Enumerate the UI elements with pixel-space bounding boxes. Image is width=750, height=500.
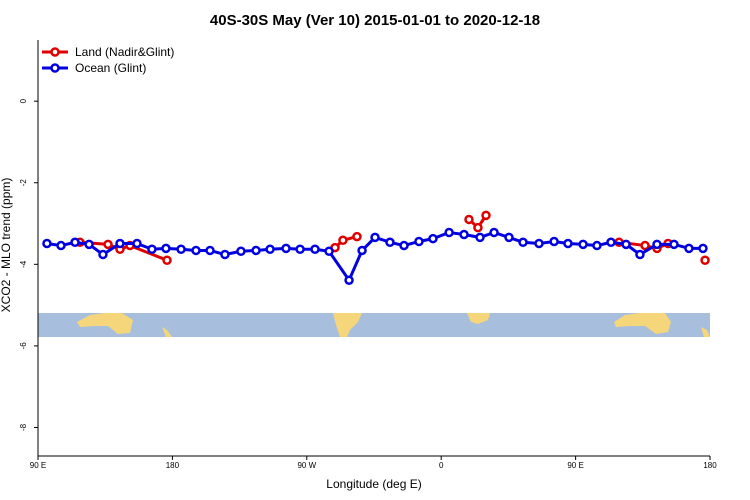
data-point [669, 239, 679, 250]
data-point [475, 232, 485, 243]
data-point [162, 255, 172, 265]
legend-label: Land (Nadir&Glint) [75, 45, 174, 59]
data-point [549, 236, 559, 247]
data-point [518, 237, 528, 248]
data-point [473, 222, 483, 233]
data-point [578, 239, 588, 250]
data-point [147, 244, 157, 254]
data-point [70, 237, 80, 248]
x-tick-label: 90 W [297, 461, 316, 470]
x-tick-label: 90 E [567, 461, 583, 470]
data-point [464, 214, 474, 225]
data-point [621, 239, 631, 250]
x-tick-label: 0 [439, 461, 444, 470]
map-strip [38, 313, 710, 337]
data-point [606, 237, 616, 248]
data-point [385, 237, 395, 248]
x-axis-title: Longitude (deg E) [326, 477, 421, 491]
data-point [42, 238, 52, 249]
y-tick-label: -8 [19, 423, 28, 431]
data-point [352, 231, 362, 242]
y-tick-label: 0 [19, 98, 28, 103]
land-shape [333, 313, 362, 337]
data-point [635, 249, 645, 260]
data-point [220, 249, 230, 260]
legend-marker [50, 63, 60, 73]
data-point [338, 235, 348, 246]
land-shape [162, 327, 172, 337]
data-point [103, 239, 113, 250]
data-point [176, 244, 186, 254]
x-tick-label: 180 [703, 461, 717, 470]
data-point [191, 245, 201, 256]
legend-label: Ocean (Glint) [75, 61, 146, 75]
y-tick-label: -2 [19, 179, 28, 187]
data-point [98, 249, 108, 260]
data-point [357, 245, 367, 256]
y-axis-title: XCO2 - MLO trend (ppm) [0, 178, 13, 313]
data-point [489, 227, 499, 238]
data-point [132, 238, 142, 249]
x-tick-label: 180 [166, 461, 180, 470]
ocean-band [38, 313, 710, 337]
data-point [563, 238, 573, 249]
data-point [652, 239, 662, 250]
data-point [504, 232, 514, 243]
data-point [459, 229, 469, 240]
data-point [700, 255, 710, 265]
y-tick-label: -6 [19, 342, 28, 350]
chart-title: 40S-30S May (Ver 10) 2015-01-01 to 2020-… [210, 12, 540, 29]
data-point [444, 227, 454, 238]
data-point [428, 233, 438, 244]
data-point [324, 246, 334, 257]
data-point [56, 240, 66, 251]
data-point [236, 246, 246, 257]
y-tick-label: -4 [19, 260, 28, 268]
data-point [295, 244, 305, 254]
land-shape [467, 313, 490, 324]
land-shape [614, 313, 671, 334]
data-point [370, 232, 380, 243]
data-point [310, 244, 320, 254]
x-tick-label: 90 E [30, 461, 46, 470]
data-point [344, 275, 354, 285]
land-shape [701, 327, 710, 337]
data-point [534, 238, 544, 249]
legend-marker [50, 47, 60, 57]
data-point [161, 243, 171, 254]
data-point [115, 238, 125, 249]
data-point [481, 210, 491, 221]
data-point [281, 243, 291, 254]
data-point [592, 240, 602, 251]
land-shape [77, 313, 133, 334]
data-point [640, 240, 650, 251]
data-point [265, 244, 275, 254]
data-point [414, 236, 424, 247]
data-point [84, 239, 94, 250]
data-point [698, 243, 708, 254]
data-point [205, 245, 215, 256]
data-point [684, 243, 694, 254]
data-point [251, 245, 261, 256]
data-point [399, 240, 409, 251]
